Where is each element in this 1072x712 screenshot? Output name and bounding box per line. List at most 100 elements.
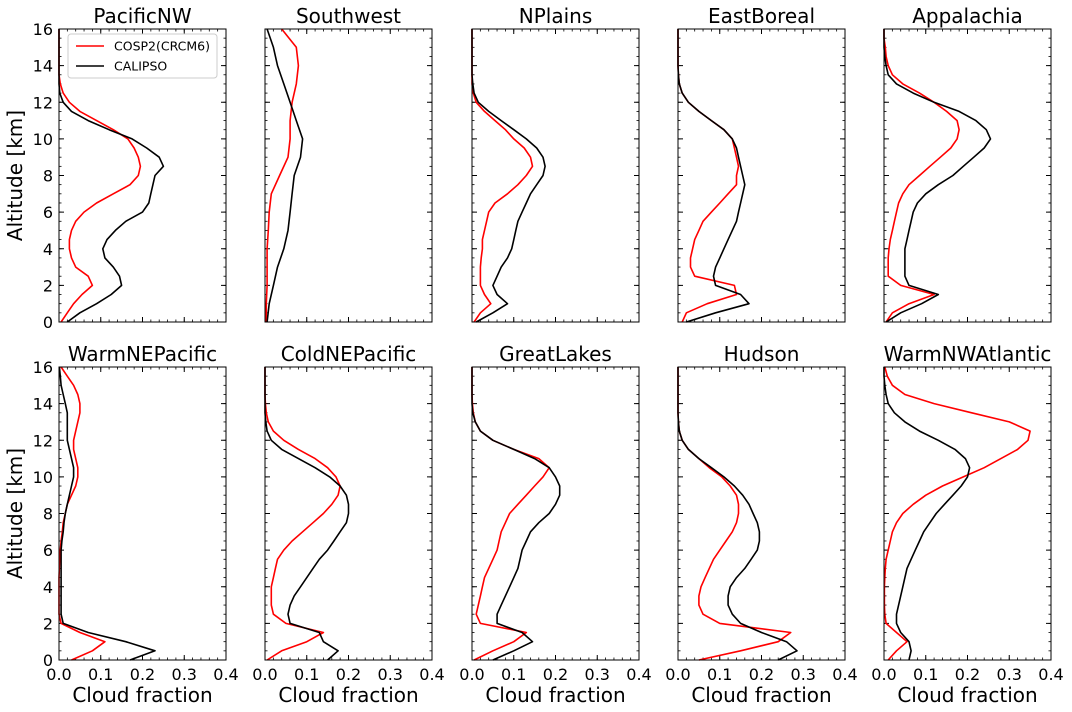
panel-nplains: NPlains [471, 4, 640, 323]
panel-coldnepacific: 0.0 0.1 0.2 0.3 0.4 ColdNEPacific Cloud fracti… [252, 342, 444, 707]
legend-box [67, 33, 218, 79]
axes-frame [471, 28, 640, 323]
panel-title: Appalachia [912, 4, 1023, 28]
panel-title: PacificNW [93, 4, 192, 28]
x-tick-label: 0.3 [997, 665, 1022, 684]
y-axis-label: Altitude [km] [3, 110, 27, 241]
y-tick-label: 10 [33, 468, 53, 487]
y-tick-label: 2 [43, 276, 53, 295]
axes-frame [58, 28, 227, 323]
x-axis-label: Cloud fraction [691, 683, 831, 707]
x-tick-label: 0.3 [172, 665, 197, 684]
minor-ticks [264, 28, 433, 323]
x-axis-label: Cloud fraction [278, 683, 418, 707]
legend: COSP2(CRCM6) CALIPSO [67, 33, 218, 79]
panel-southwest: Southwest [264, 4, 433, 323]
x-tick-label: 0.1 [913, 665, 938, 684]
panel-title: GreatLakes [499, 342, 612, 366]
legend-label: COSP2(CRCM6) [114, 39, 210, 54]
x-axis-label: Cloud fraction [897, 683, 1037, 707]
x-tick-label: 0.2 [130, 665, 155, 684]
x-tick-label: 0.1 [501, 665, 526, 684]
x-axis-label: Cloud fraction [485, 683, 625, 707]
series-line-calipso [266, 28, 304, 323]
y-tick-label: 10 [33, 130, 53, 149]
x-tick-label: 0.2 [955, 665, 980, 684]
x-tick-label: 0.0 [459, 665, 484, 684]
x-tick-label: 0.0 [665, 665, 690, 684]
x-tick-label: 0.4 [626, 665, 651, 684]
series-line-cosp2 [471, 29, 534, 323]
panel-warmnwatlantic: 0.0 0.1 0.2 0.3 0.4 WarmNWAtlantic Cloud fract… [871, 342, 1063, 707]
y-tick-label: 0 [43, 651, 53, 670]
y-tick-label: 12 [33, 93, 53, 112]
minor-ticks [883, 28, 1052, 323]
x-tick-label: 0.1 [294, 665, 319, 684]
legend-label: CALIPSO [114, 59, 167, 74]
y-tick-label: 4 [43, 240, 53, 259]
x-tick-label: 0.2 [543, 665, 568, 684]
axes-frame [677, 366, 846, 661]
y-tick-label: 4 [43, 578, 53, 597]
series-line-calipso [471, 29, 546, 323]
series-line-calipso [58, 366, 156, 661]
panel-title: EastBoreal [708, 4, 815, 28]
panel-appalachia: Appalachia [883, 4, 1052, 323]
series-line-calipso [677, 29, 750, 323]
major-ticks [58, 366, 227, 661]
axes-frame [264, 28, 433, 323]
major-ticks [883, 28, 1052, 323]
panel-title: NPlains [519, 4, 593, 28]
x-tick-label: 0.3 [791, 665, 816, 684]
x-tick-label: 0.1 [707, 665, 732, 684]
series-line-cosp2 [264, 367, 341, 661]
y-tick-label: 6 [43, 541, 53, 560]
x-tick-label: 0.4 [832, 665, 857, 684]
panel-title: ColdNEPacific [281, 342, 417, 366]
major-ticks [264, 28, 433, 323]
major-ticks [677, 28, 846, 323]
x-tick-label: 0.4 [213, 665, 238, 684]
x-tick-label: 0.1 [88, 665, 113, 684]
panel-pacificnw: 0 2 4 6 8 10 12 14 16 PacificNW Altitude [km] COSP2… [3, 4, 227, 332]
panel-title: WarmNEPacific [68, 342, 217, 366]
y-tick-label: 14 [33, 395, 53, 414]
y-tick-label: 2 [43, 614, 53, 633]
y-tick-label: 12 [33, 431, 53, 450]
minor-ticks [677, 366, 846, 661]
panel-greatlakes: 0.0 0.1 0.2 0.3 0.4 GreatLakes Cloud fraction [459, 342, 651, 707]
y-tick-label: 16 [33, 358, 53, 377]
series-line-calipso [264, 367, 350, 661]
y-tick-label: 16 [33, 20, 53, 39]
x-tick-label: 0.3 [585, 665, 610, 684]
series-line-cosp2 [677, 29, 740, 323]
axes-frame [883, 366, 1052, 661]
series-line-cosp2 [883, 366, 1031, 661]
axes-frame [264, 366, 433, 661]
x-tick-label: 0.2 [749, 665, 774, 684]
series-line-calipso [471, 367, 561, 661]
y-tick-label: 6 [43, 203, 53, 222]
panel-warmnepacific: 0.0 0.1 0.2 0.3 0.4 0 2 4 6 8 10 12 14 16 WarmNEPacifi… [3, 342, 239, 707]
y-tick-label: 14 [33, 57, 53, 76]
panel-title: WarmNWAtlantic [884, 342, 1052, 366]
axes-frame [883, 28, 1052, 323]
x-tick-label: 0.0 [871, 665, 896, 684]
series-line-cosp2 [471, 367, 551, 661]
series-line-calipso [883, 367, 971, 661]
y-tick-label: 0 [43, 313, 53, 332]
series-line-cosp2 [883, 29, 960, 323]
panel-hudson: 0.0 0.1 0.2 0.3 0.4 Hudson Cloud fraction [665, 342, 857, 707]
x-tick-label: 0.0 [46, 665, 71, 684]
axes-frame [471, 366, 640, 661]
series-line-cosp2 [265, 28, 300, 322]
series-line-calipso [677, 367, 798, 661]
y-tick-label: 8 [43, 505, 53, 524]
panel-title: Southwest [296, 4, 401, 28]
minor-ticks [58, 366, 227, 661]
x-tick-label: 0.4 [419, 665, 444, 684]
major-ticks [677, 366, 846, 661]
x-tick-label: 0.4 [1038, 665, 1063, 684]
x-tick-label: 0.2 [336, 665, 361, 684]
